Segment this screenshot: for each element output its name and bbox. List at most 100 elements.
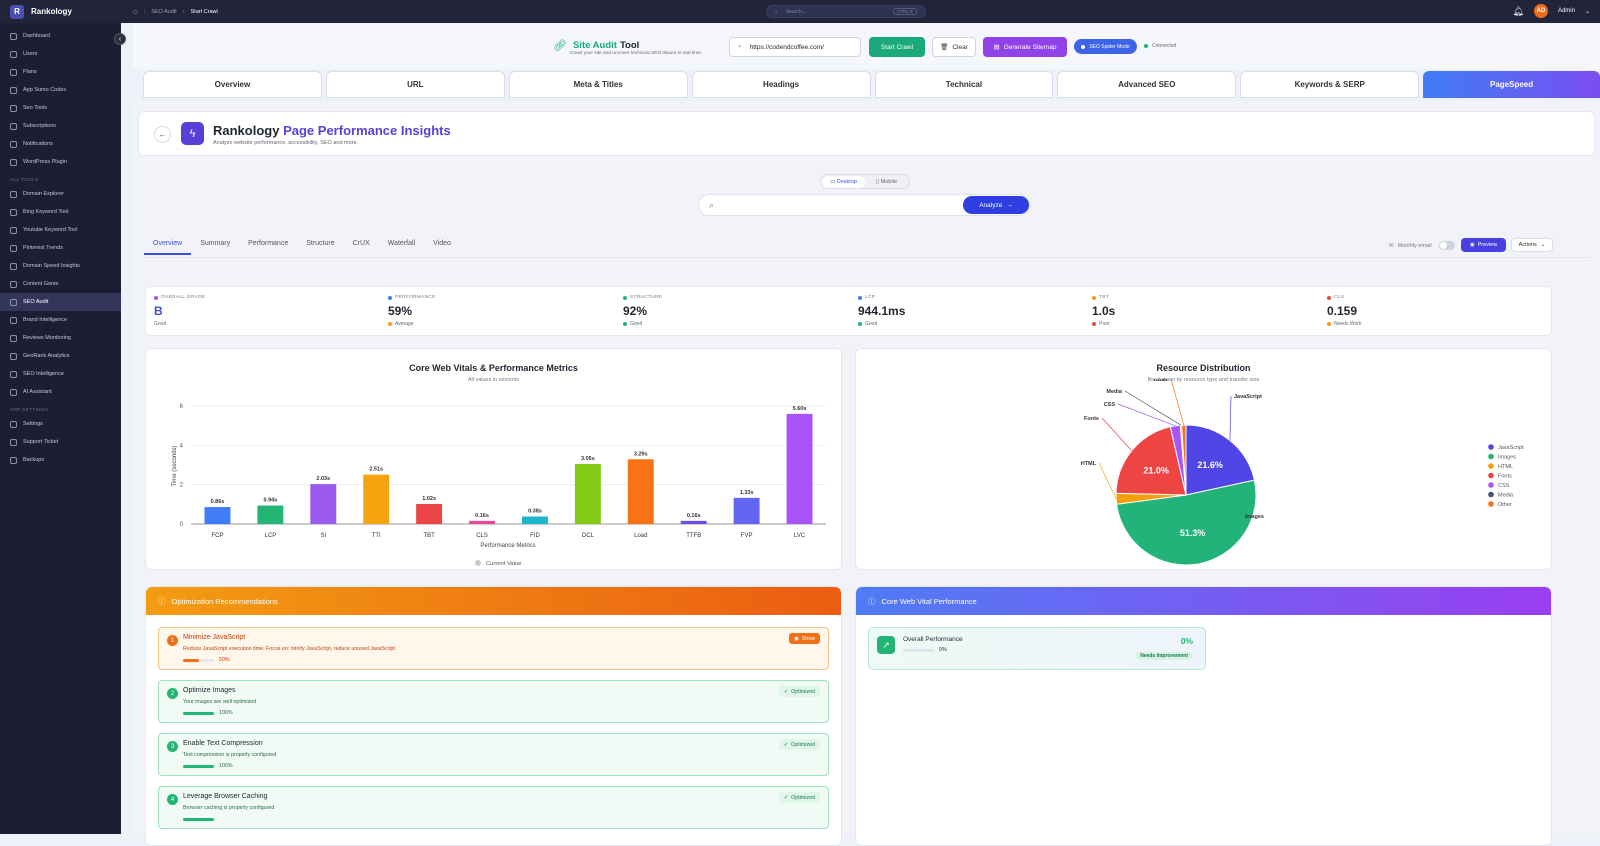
sidebar-item-settings[interactable]: Settings [0,415,121,433]
clear-button[interactable]: 🗑︎ Clear [932,37,976,57]
url-value: https://codendcoffee.com/ [749,43,824,51]
subtab-overview[interactable]: Overview [144,240,192,255]
tab-url[interactable]: URL [325,71,505,98]
sidebar-item-app-sumo-codes[interactable]: App Sumo Codes [0,81,121,99]
sidebar-item-seo-intelligence[interactable]: SEO Intelligence [0,365,121,383]
home-icon[interactable]: ⌂ [133,7,138,16]
start-crawl-button[interactable]: Start Crawl [869,37,925,57]
bing-keyword-tool-icon [10,208,17,216]
spider-dot [1081,44,1086,49]
seo-spider-mode-toggle[interactable]: SEO Spider Mode [1074,39,1137,54]
sidebar-item-youtube-keyword-tool[interactable]: Youtube Keyword Tool [0,221,121,239]
sidebar-item-seo-tools[interactable]: Seo Tools [0,99,121,117]
recommendation-percent: 50% [219,657,230,663]
tab-keywords-serp[interactable]: Keywords & SERP [1240,71,1420,98]
bar-ttfb [680,520,707,524]
stat-value: 59% [388,304,413,318]
recommendation-progress [183,659,214,662]
tab-headings[interactable]: Headings [691,71,871,98]
sidebar-item-seo-audit[interactable]: SEO Audit [0,293,121,311]
sidebar-item-domain-speed-insights[interactable]: Domain Speed Insights [0,257,121,275]
subtab-video[interactable]: Video [433,240,451,247]
bar-value-label: 0.94s [263,498,277,504]
audit-subtitle: Crawl your site and uncover technical SE… [570,51,703,56]
avatar[interactable]: AD [1533,4,1548,18]
tab-overview[interactable]: Overview [143,71,322,98]
sidebar-item-plans[interactable]: Plans [0,63,121,81]
analyze-button[interactable]: Analyze → [963,196,1029,214]
sidebar-item-support-ticket[interactable]: Support Ticket [0,433,121,451]
preview-button[interactable]: ◉ Preview [1461,238,1506,252]
show-button[interactable]: ◉ Show [789,633,820,644]
tab-advanced-seo[interactable]: Advanced SEO [1057,71,1237,98]
optimized-badge: ✓ Optimized [778,686,820,697]
sidebar: Dashboard Users Plans App Sumo Codes Seo Too… [0,23,121,834]
sidebar-item-georank-analytics[interactable]: GeoRank Analytics [0,347,121,365]
notifications-icon [10,140,17,148]
tab-pagespeed[interactable]: PageSpeed [1423,71,1600,98]
bell-icon[interactable]: 🔔︎ [1512,5,1524,16]
sidebar-item-label: Notifications [23,141,53,147]
sidebar-item-subscriptions[interactable]: Subscriptions [0,117,121,135]
sidebar-item-users[interactable]: Users [0,45,121,63]
badge-label: Optimized [791,741,815,748]
chevron-down-icon[interactable]: ⌄ [1584,8,1590,15]
bar-lcp [257,505,284,524]
check-icon: ✓ [783,741,789,748]
eye-icon: ◉ [794,635,799,642]
generate-sitemap-button[interactable]: ▤ Generate Sitemap [983,37,1067,57]
sidebar-item-domain-explorer[interactable]: Domain Explorer [0,185,121,203]
global-search[interactable]: ⌕ Search... CTRL K [766,5,926,18]
sidebar-item-brand-intelligence[interactable]: Brand Intelligence [0,311,121,329]
back-button[interactable]: ← [154,126,171,143]
subtab-performance[interactable]: Performance [248,240,289,247]
pie-callout-label: Other [1153,379,1169,383]
sidebar-item-notifications[interactable]: Notifications [0,135,121,153]
bar-si [310,484,337,524]
sidebar-item-label: Dashboard [23,33,50,39]
legend-label: Media [1498,493,1514,499]
mobile-tab[interactable]: ▯ Mobile [865,176,908,188]
x-tick-label: LCP [265,533,277,539]
page-title: Rankology Page Performance Insights [213,123,451,138]
breadcrumb-seo-audit[interactable]: SEO Audit [151,8,177,15]
subtab-summary[interactable]: Summary [200,240,231,247]
legend-label: Images [1498,455,1516,461]
url-input[interactable]: ⌕ https://codendcoffee.com/ [729,37,861,57]
sidebar-item-pinterest-trends[interactable]: Pinterest Trends [0,239,121,257]
arrow-right-icon: → [1006,201,1013,209]
recommendation-progress [183,765,214,768]
analyze-label: Analyze [979,201,1003,209]
tab-meta-titles[interactable]: Meta & Titles [508,71,688,98]
legend-label: CSS [1498,483,1510,489]
sidebar-item-label: Subscriptions [23,123,57,129]
bar-cls [469,520,496,524]
actions-dropdown[interactable]: Actions ⌄ [1511,238,1553,252]
legend-swatch [1488,491,1494,498]
subtab-crux[interactable]: CrUX [352,240,370,247]
analyze-url-input[interactable]: ⌕ [698,194,1030,216]
sidebar-item-wordpress-plugin[interactable]: WordPress Plugin [0,153,121,171]
user-name[interactable]: Admin [1557,8,1575,14]
subtab-waterfall[interactable]: Waterfall [387,240,416,247]
monthly-email-toggle[interactable] [1438,241,1455,250]
brand[interactable]: R Rankology [0,4,120,19]
status-dot [1092,322,1096,326]
x-tick-label: FCP [211,533,223,539]
sidebar-item-reviews-monitoring[interactable]: Reviews Monitoring [0,329,121,347]
sidebar-item-backups[interactable]: Backups [0,451,121,469]
sidebar-item-ai-assistant[interactable]: AI Assistant [0,383,121,401]
sidebar-item-dashboard[interactable]: Dashboard [0,27,121,45]
page-title-main: Page Performance Insights [283,123,451,138]
subtab-structure[interactable]: Structure [306,240,335,247]
pie-callout-line [1229,395,1232,441]
bar-value-label: 0.16s [687,513,701,519]
sidebar-item-content-genie[interactable]: Content Genie [0,275,121,293]
collapse-sidebar-button[interactable]: ‹ [114,33,126,45]
brand-logo: R [10,4,24,19]
audit-toolbar: 🔗︎ Site Audit Tool Crawl your site and u… [133,23,1600,69]
recommendations-title: Optimization Recommendations [171,596,278,606]
desktop-tab[interactable]: ▭ Desktop [822,175,865,188]
tab-technical[interactable]: Technical [874,71,1054,98]
sidebar-item-bing-keyword-tool[interactable]: Bing Keyword Tool [0,203,121,221]
